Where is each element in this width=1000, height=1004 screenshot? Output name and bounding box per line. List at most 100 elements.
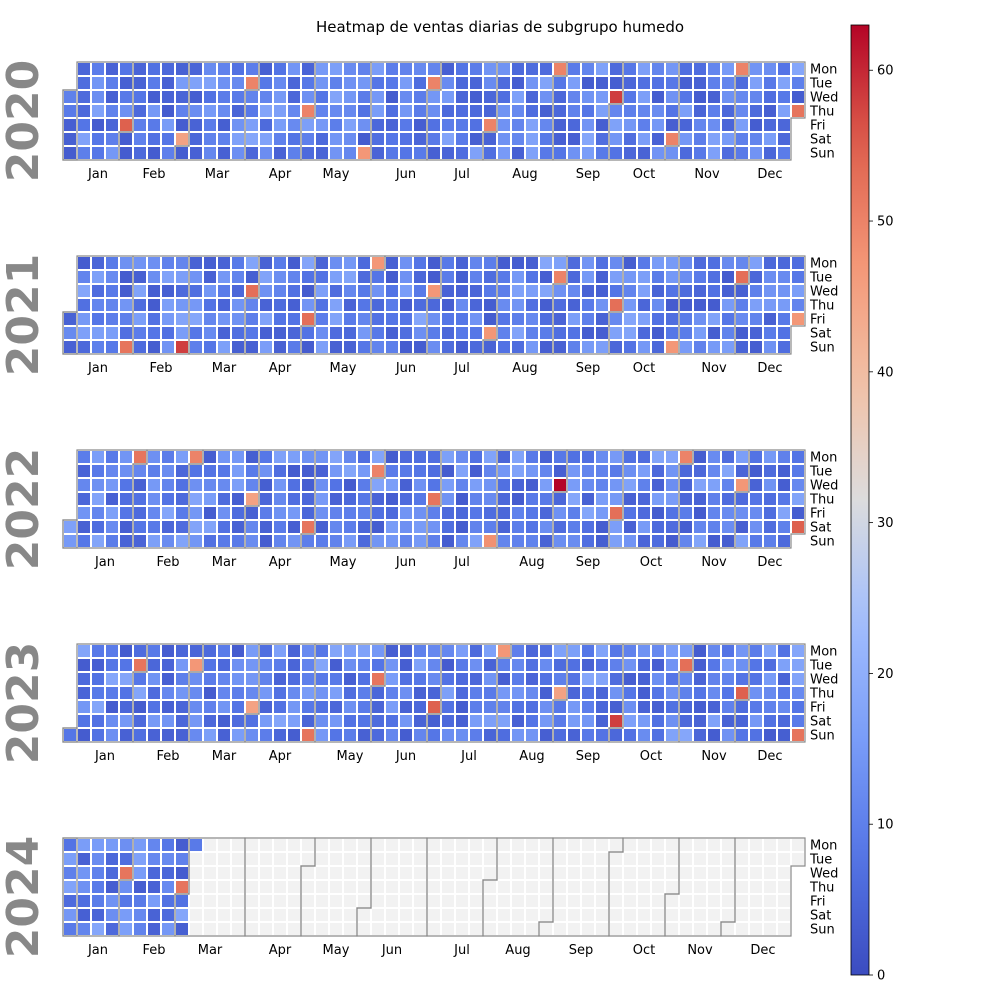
day-cell bbox=[582, 645, 594, 657]
month-label: Mar bbox=[212, 555, 237, 570]
day-cell bbox=[386, 909, 398, 921]
day-cell bbox=[344, 701, 356, 713]
day-cell bbox=[554, 701, 566, 713]
day-cell bbox=[582, 313, 594, 325]
day-cell bbox=[372, 327, 384, 339]
day-cell bbox=[148, 313, 160, 325]
day-cell bbox=[652, 493, 664, 505]
day-cell bbox=[512, 881, 524, 893]
day-cell bbox=[232, 881, 244, 893]
day-cell bbox=[106, 285, 118, 297]
day-cell bbox=[456, 341, 468, 353]
day-cell bbox=[400, 895, 412, 907]
day-cell bbox=[162, 493, 174, 505]
day-cell bbox=[414, 715, 426, 727]
day-cell bbox=[204, 105, 216, 117]
day-cell bbox=[64, 105, 76, 117]
day-cell bbox=[372, 923, 384, 935]
day-cell bbox=[484, 659, 496, 671]
month-label: Jun bbox=[381, 943, 402, 958]
day-cell bbox=[778, 687, 790, 699]
day-cell bbox=[414, 147, 426, 159]
day-cell bbox=[386, 687, 398, 699]
day-cell bbox=[232, 147, 244, 159]
day-cell bbox=[582, 673, 594, 685]
weekday-label: Thu bbox=[809, 881, 834, 896]
day-cell bbox=[498, 715, 510, 727]
day-cell bbox=[316, 327, 328, 339]
day-cell bbox=[120, 507, 132, 519]
day-cell bbox=[512, 147, 524, 159]
day-cell bbox=[260, 659, 272, 671]
day-cell bbox=[428, 659, 440, 671]
day-cell bbox=[358, 909, 370, 921]
day-cell bbox=[652, 909, 664, 921]
day-cell bbox=[596, 923, 608, 935]
day-cell bbox=[120, 895, 132, 907]
day-cell bbox=[232, 493, 244, 505]
day-cell bbox=[624, 91, 636, 103]
day-cell bbox=[148, 923, 160, 935]
day-cell bbox=[218, 493, 230, 505]
day-cell bbox=[414, 659, 426, 671]
day-cell bbox=[288, 119, 300, 131]
day-cell bbox=[246, 729, 258, 741]
day-cell bbox=[120, 91, 132, 103]
day-cell bbox=[372, 119, 384, 131]
day-cell bbox=[764, 91, 776, 103]
day-cell bbox=[218, 299, 230, 311]
colorbar-gradient bbox=[850, 24, 870, 976]
day-cell bbox=[778, 465, 790, 477]
day-cell bbox=[78, 535, 90, 547]
day-cell bbox=[708, 673, 720, 685]
day-cell bbox=[484, 327, 496, 339]
day-cell bbox=[456, 521, 468, 533]
day-cell bbox=[148, 465, 160, 477]
day-cell bbox=[372, 147, 384, 159]
day-cell bbox=[442, 909, 454, 921]
day-cell bbox=[694, 63, 706, 75]
day-cell bbox=[666, 91, 678, 103]
day-cell bbox=[722, 909, 734, 921]
day-cell bbox=[414, 881, 426, 893]
day-cell bbox=[260, 853, 272, 865]
day-cell bbox=[722, 257, 734, 269]
day-cell bbox=[498, 313, 510, 325]
month-label: Apr bbox=[269, 361, 292, 376]
month-label: Aug bbox=[512, 167, 537, 182]
day-cell bbox=[778, 715, 790, 727]
day-cell bbox=[302, 507, 314, 519]
day-cell bbox=[624, 313, 636, 325]
day-cell bbox=[750, 91, 762, 103]
day-cell bbox=[218, 63, 230, 75]
day-cell bbox=[78, 729, 90, 741]
day-cell bbox=[610, 327, 622, 339]
day-cell bbox=[456, 923, 468, 935]
day-cell bbox=[582, 521, 594, 533]
day-cell bbox=[736, 341, 748, 353]
day-cell bbox=[204, 147, 216, 159]
day-cell bbox=[680, 839, 692, 851]
day-cell bbox=[652, 341, 664, 353]
day-cell bbox=[708, 909, 720, 921]
day-cell bbox=[722, 271, 734, 283]
day-cell bbox=[274, 451, 286, 463]
day-cell bbox=[526, 299, 538, 311]
month-label: Jan bbox=[94, 749, 115, 764]
day-cell bbox=[400, 119, 412, 131]
day-cell bbox=[722, 77, 734, 89]
day-cell bbox=[386, 715, 398, 727]
month-label: Sep bbox=[576, 361, 601, 376]
day-cell bbox=[554, 133, 566, 145]
day-cell bbox=[232, 257, 244, 269]
day-cell bbox=[400, 493, 412, 505]
day-cell bbox=[596, 895, 608, 907]
day-cell bbox=[232, 285, 244, 297]
day-cell bbox=[666, 909, 678, 921]
day-cell bbox=[442, 687, 454, 699]
day-cell bbox=[610, 521, 622, 533]
day-cell bbox=[190, 853, 202, 865]
day-cell bbox=[540, 313, 552, 325]
day-cell bbox=[624, 119, 636, 131]
day-cell bbox=[400, 839, 412, 851]
